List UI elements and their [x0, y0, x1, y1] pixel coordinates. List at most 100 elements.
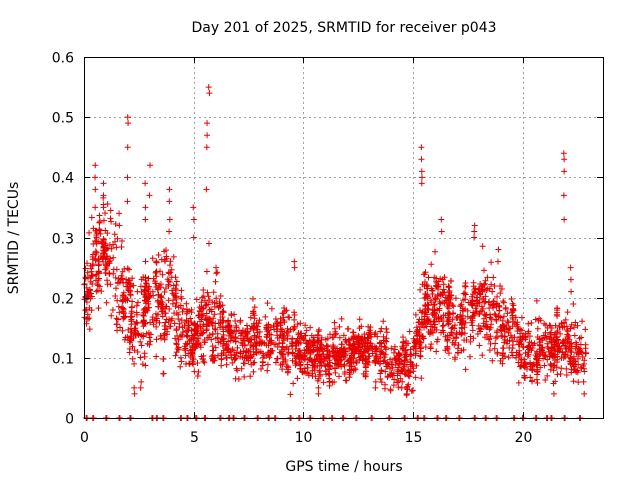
data-point	[372, 384, 379, 391]
data-point	[435, 283, 442, 290]
data-point	[172, 303, 179, 310]
data-point	[264, 361, 271, 368]
data-point	[324, 335, 331, 342]
points-layer	[81, 84, 589, 421]
data-point	[159, 271, 166, 278]
data-point	[568, 340, 575, 347]
data-point	[542, 329, 549, 336]
data-point	[565, 332, 572, 339]
data-point	[250, 324, 257, 331]
data-point	[182, 352, 189, 359]
data-point	[106, 260, 113, 267]
data-point	[206, 297, 213, 304]
data-point	[365, 353, 372, 360]
data-point	[548, 339, 555, 346]
data-point	[424, 316, 431, 323]
data-point	[534, 380, 541, 387]
data-point	[499, 350, 506, 357]
data-point	[552, 378, 559, 385]
data-point	[125, 120, 132, 127]
data-point	[533, 297, 540, 304]
data-point	[500, 298, 507, 305]
data-point	[438, 216, 445, 223]
data-point	[509, 352, 516, 359]
data-point	[490, 298, 497, 305]
data-point	[132, 330, 139, 337]
data-point	[118, 237, 125, 244]
data-point	[116, 222, 123, 229]
data-point	[424, 285, 431, 292]
data-point	[291, 324, 298, 331]
data-point	[372, 329, 379, 336]
data-point	[503, 340, 510, 347]
data-point	[256, 328, 263, 335]
data-point	[457, 303, 464, 310]
data-point	[126, 277, 133, 284]
data-point	[424, 305, 431, 312]
data-point	[124, 174, 131, 181]
data-point	[120, 309, 127, 316]
data-point	[557, 370, 564, 377]
data-point	[277, 322, 284, 329]
data-point	[154, 286, 161, 293]
data-point	[175, 316, 182, 323]
data-point	[310, 342, 317, 349]
chart-title: Day 201 of 2025, SRMTID for receiver p04…	[191, 20, 496, 36]
data-point	[315, 384, 322, 391]
data-point	[212, 320, 219, 327]
data-point	[447, 311, 454, 318]
data-point	[332, 331, 339, 338]
data-point	[217, 292, 224, 299]
data-point	[115, 279, 122, 286]
data-point	[131, 360, 138, 367]
data-point	[84, 311, 91, 318]
data-point	[578, 334, 585, 341]
data-point	[474, 294, 481, 301]
data-point	[558, 355, 565, 362]
data-point	[434, 293, 441, 300]
data-point	[238, 365, 245, 372]
data-point	[378, 379, 385, 386]
data-point	[391, 376, 398, 383]
data-point	[167, 323, 174, 330]
data-point	[403, 342, 410, 349]
data-point	[178, 331, 185, 338]
data-point	[100, 180, 107, 187]
data-point	[570, 363, 577, 370]
data-point	[291, 316, 298, 323]
data-point	[462, 319, 469, 326]
data-point	[353, 348, 360, 355]
data-point	[121, 336, 128, 343]
data-point	[93, 238, 100, 245]
data-point	[331, 325, 338, 332]
data-point	[113, 321, 120, 328]
data-point	[173, 282, 180, 289]
data-point	[318, 345, 325, 352]
data-point	[362, 372, 369, 379]
data-point	[536, 315, 543, 322]
data-point	[220, 326, 227, 333]
data-point	[418, 180, 425, 187]
data-point	[102, 269, 109, 276]
data-point	[469, 315, 476, 322]
data-point	[153, 268, 160, 275]
data-point	[419, 320, 426, 327]
data-point	[334, 361, 341, 368]
data-point	[342, 336, 349, 343]
data-point	[258, 365, 265, 372]
data-point	[566, 343, 573, 350]
data-point	[444, 337, 451, 344]
data-point	[563, 323, 570, 330]
data-point	[214, 269, 221, 276]
data-point	[197, 325, 204, 332]
data-point	[373, 353, 380, 360]
data-point	[416, 335, 423, 342]
data-point	[86, 292, 93, 299]
data-point	[525, 343, 532, 350]
data-point	[536, 342, 543, 349]
data-point	[109, 307, 116, 314]
data-point	[553, 311, 560, 318]
data-point	[199, 312, 206, 319]
data-point	[391, 343, 398, 350]
data-point	[104, 201, 111, 208]
